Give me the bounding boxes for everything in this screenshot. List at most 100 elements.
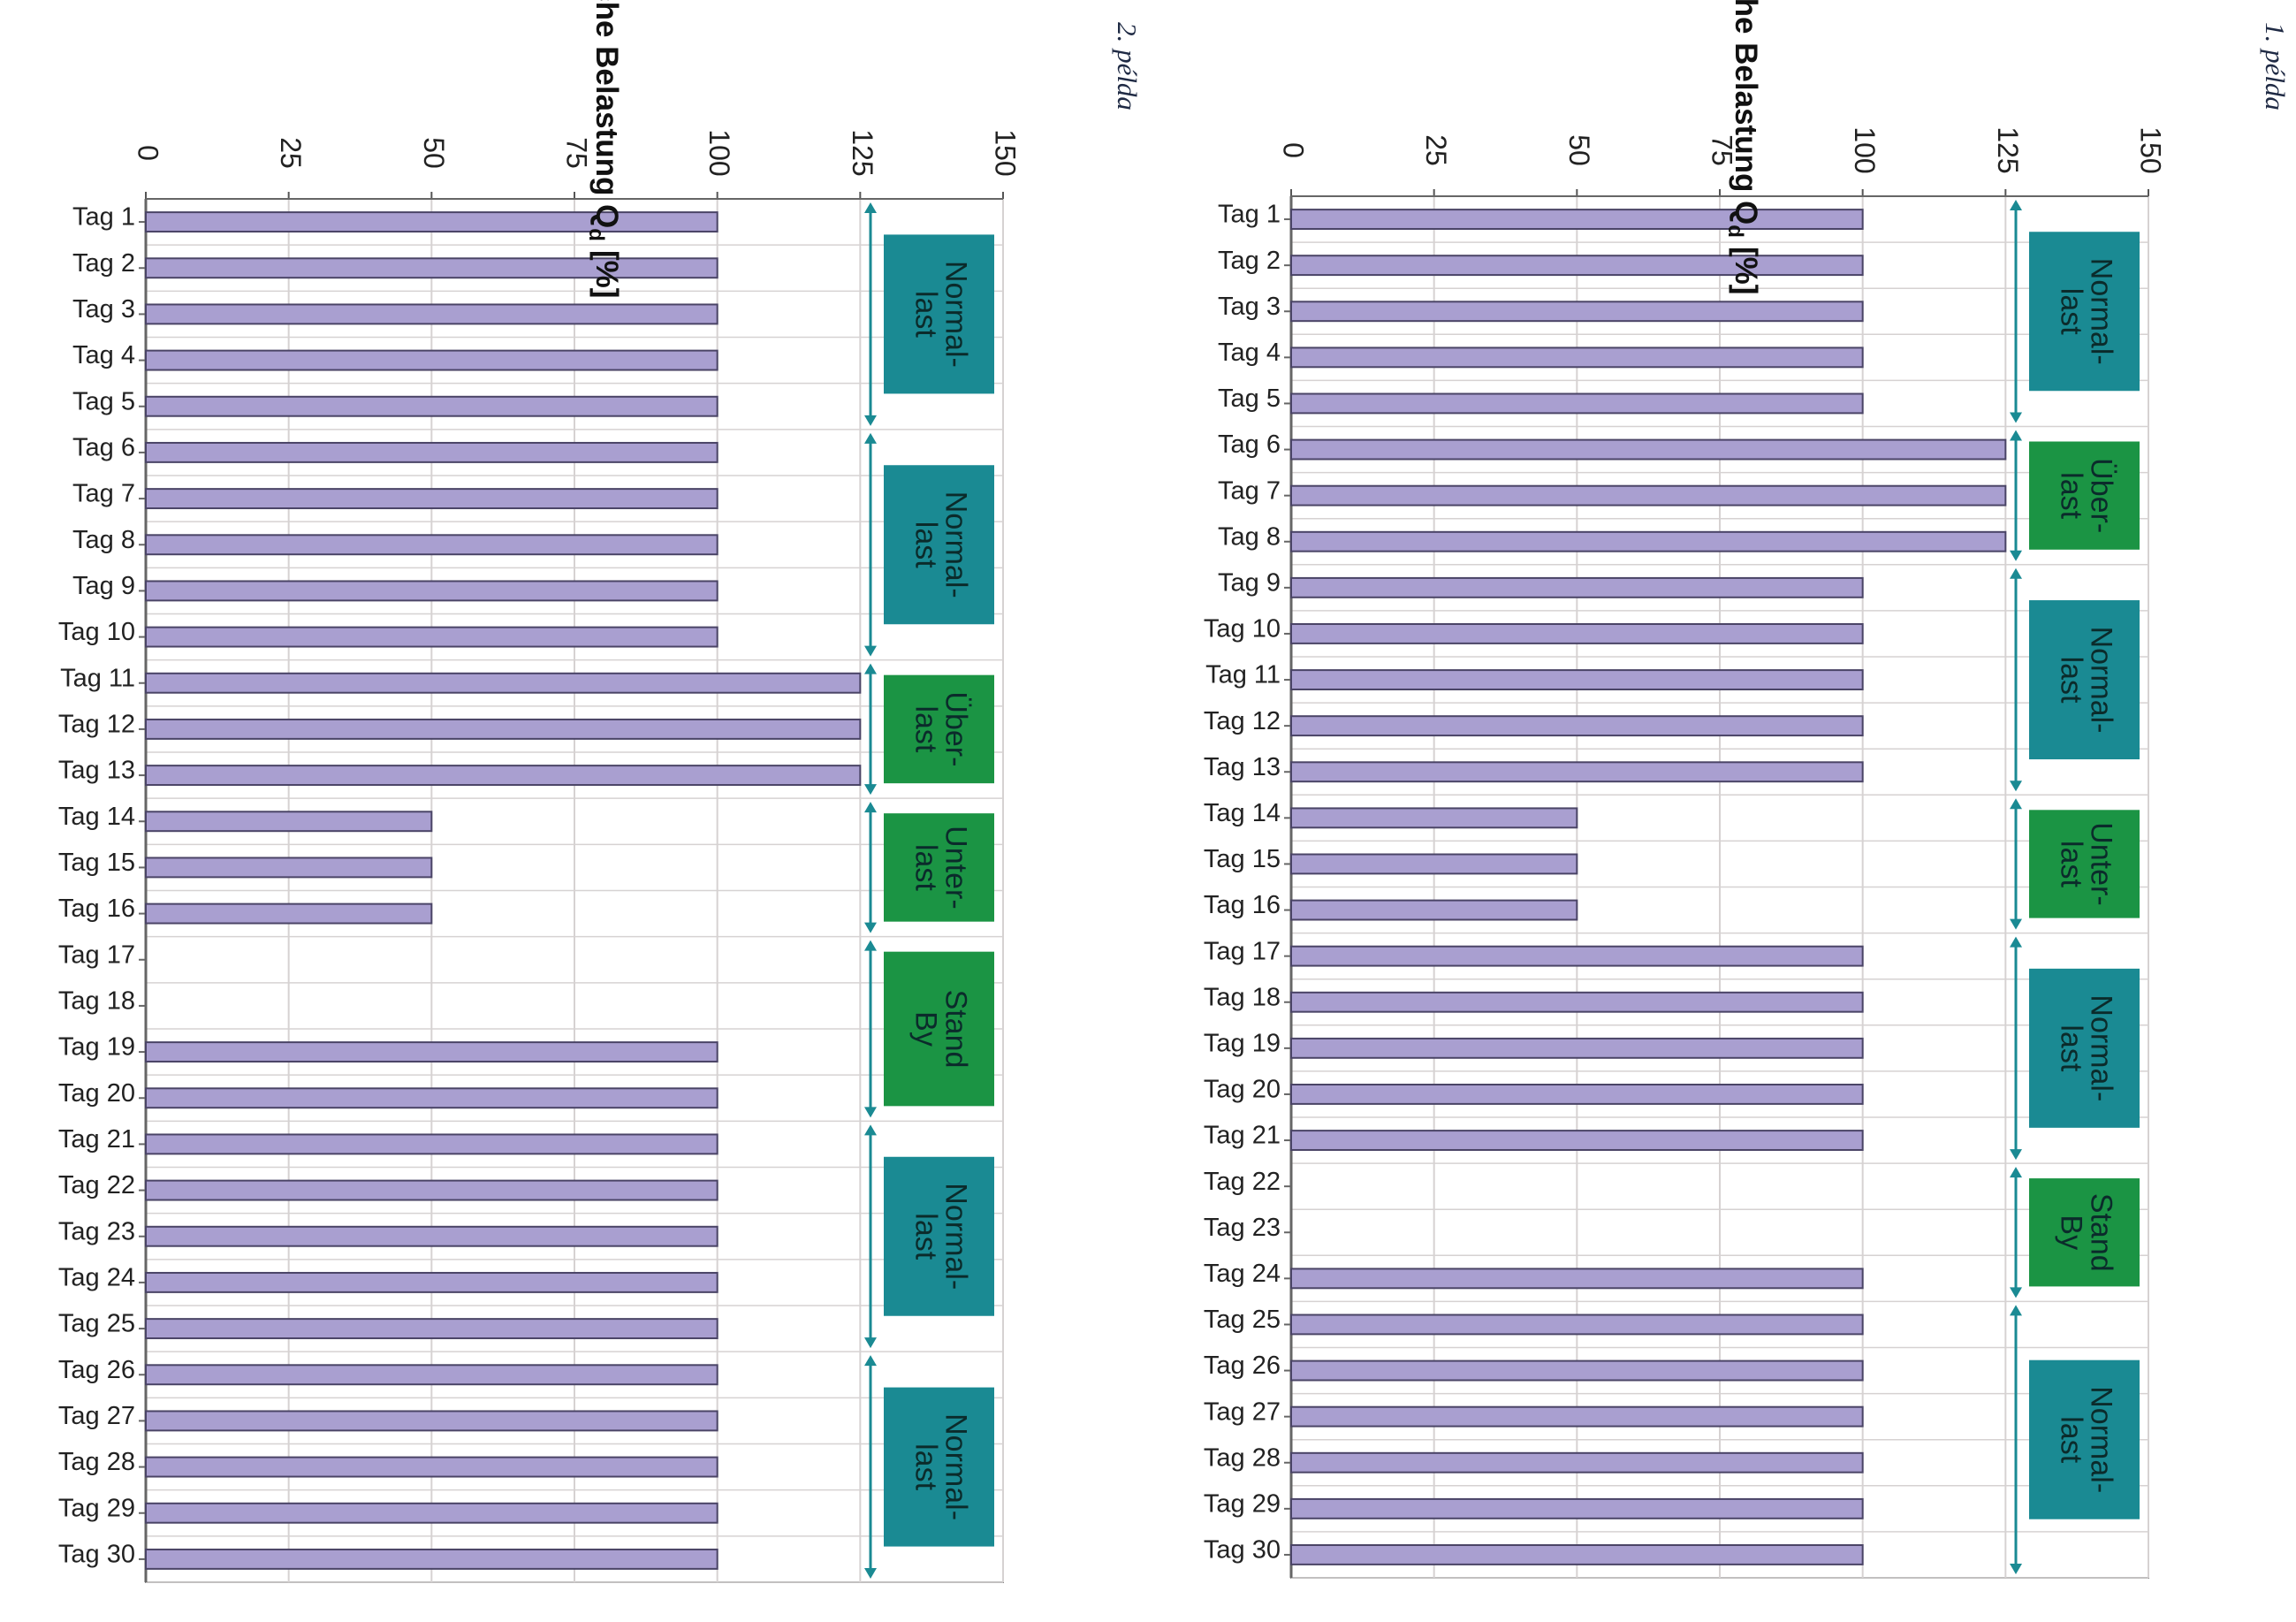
bar — [145, 672, 862, 694]
category-label: Tag 20 — [1204, 1076, 1281, 1104]
bar — [1290, 1497, 1864, 1519]
category-label: Tag 18 — [1204, 983, 1281, 1011]
category-label: Tag 14 — [1204, 799, 1281, 827]
x-tick-label: 125 — [847, 129, 878, 176]
category-label: Tag 15 — [58, 849, 135, 877]
segment-label-line: By — [2055, 1215, 2088, 1250]
category-label: Tag 3 — [72, 295, 135, 324]
category-label: Tag 8 — [1218, 522, 1281, 551]
arrow-head-down — [2010, 918, 2022, 930]
arrow-head-up — [864, 663, 877, 674]
category-label: Tag 28 — [1204, 1443, 1281, 1472]
segment-label-line: Unter- — [939, 826, 973, 909]
segment-label-box — [884, 951, 994, 1107]
example-label-text: 1. példa — [2260, 22, 2291, 110]
category-label: Tag 24 — [58, 1264, 135, 1292]
x-tick-label: 25 — [275, 137, 307, 169]
arrow-head-down — [2010, 550, 2022, 561]
category-label: Tag 30 — [58, 1541, 135, 1569]
category-label: Tag 17 — [1204, 937, 1281, 965]
category-label: Tag 30 — [1204, 1536, 1281, 1565]
segment-label-line: last — [909, 705, 943, 752]
bar-chart-example-1: 0 25 50 75 100 125 150 Tag 1 Tag 2 Tag 3 Tag 4 Tag … — [1204, 0, 2291, 1579]
segment-label-box — [884, 234, 994, 394]
category-label: Tag 11 — [60, 664, 135, 692]
bar — [145, 257, 718, 279]
category-label: Tag 4 — [1218, 339, 1281, 367]
segment-label-line: Normal- — [2085, 1386, 2118, 1493]
category-label: Tag 23 — [1204, 1214, 1281, 1242]
bar — [1290, 1451, 1864, 1474]
category-label: Tag 1 — [1218, 201, 1281, 229]
bar — [1290, 945, 1864, 967]
category-label: Tag 9 — [1218, 569, 1281, 598]
bar — [1290, 1268, 1864, 1290]
segment-label-box — [884, 1387, 994, 1547]
bar — [1290, 438, 2007, 461]
segment-label: Über-last — [2055, 458, 2118, 533]
bar — [1290, 715, 1864, 737]
segment-label-line: last — [909, 1213, 943, 1260]
arrow-head-down — [864, 1337, 877, 1349]
segment-label: Unter-last — [909, 826, 973, 909]
bar — [1290, 853, 1578, 875]
category-label: Tag 19 — [58, 1033, 135, 1062]
category-label: Tag 18 — [58, 987, 135, 1016]
category-label: Tag 29 — [1204, 1490, 1281, 1519]
bar — [145, 534, 718, 556]
category-label: Tag 27 — [1204, 1397, 1281, 1426]
category-label: Tag 27 — [58, 1402, 135, 1430]
bar — [145, 349, 718, 371]
bar — [145, 1271, 718, 1293]
segment-label: Normal-last — [909, 261, 973, 368]
bar — [145, 765, 862, 787]
bar — [1290, 1359, 1864, 1382]
segment-label-line: Normal- — [939, 1413, 973, 1520]
category-label: Tag 23 — [58, 1217, 135, 1245]
bar — [145, 626, 718, 648]
category-label: Tag 22 — [1204, 1168, 1281, 1196]
segment-label-line: Normal- — [2085, 994, 2118, 1101]
category-label: Tag 10 — [58, 618, 135, 646]
segment-label: Normal-last — [909, 1183, 973, 1290]
bar — [1290, 1130, 1864, 1151]
segment-label-box — [884, 674, 994, 784]
segment-label-line: Normal- — [2085, 258, 2118, 365]
chart-panel-example-1: 0 25 50 75 100 125 150 Tag 1 Tag 2 Tag 3 Tag 4 Tag … — [1148, 0, 2296, 1622]
bar — [145, 303, 718, 325]
category-label: Tag 20 — [58, 1079, 135, 1108]
axis-title-text: Hydraulische Belastung Qd [%] — [1723, 0, 1763, 294]
category-label: Tag 2 — [1218, 247, 1281, 275]
arrow-head-down — [2010, 1287, 2022, 1298]
segment-label-line: Stand — [939, 990, 973, 1069]
segment-label-box — [884, 465, 994, 625]
category-label: Tag 26 — [58, 1356, 135, 1384]
segment-label-box — [2029, 1359, 2140, 1519]
bar — [145, 441, 718, 463]
segment-label: Unter-last — [2055, 822, 2118, 905]
arrow-head-down — [864, 784, 877, 796]
category-label: Tag 14 — [58, 803, 135, 831]
x-tick-label: 150 — [990, 129, 1022, 176]
arrow-head-down — [864, 1107, 877, 1118]
arrow-head-down — [864, 1568, 877, 1579]
segment-label-line: Über- — [939, 691, 973, 766]
axis-title-main: Hydraulische Belastung Q — [589, 0, 624, 228]
bar-chart-example-2: 0 25 50 75 100 125 150 Tag 1 Tag 2 Tag 3 Tag 4 Tag … — [58, 0, 1143, 1583]
arrow-head-up — [2010, 200, 2022, 210]
bar — [145, 1133, 718, 1155]
category-label: Tag 4 — [72, 341, 135, 369]
bar — [145, 211, 718, 233]
bar — [1290, 1544, 1864, 1565]
segment-label: Normal-last — [909, 1413, 973, 1520]
bar — [1290, 1084, 1864, 1105]
arrow-head-up — [864, 940, 877, 951]
x-tick-label: 150 — [2135, 126, 2167, 173]
segment-label-box — [2029, 968, 2140, 1128]
bar — [145, 1548, 718, 1570]
arrow-head-up — [2010, 567, 2022, 579]
segment-label-line: Normal- — [939, 491, 973, 598]
bar — [1290, 1037, 1864, 1059]
bar — [1290, 255, 1864, 277]
bar — [1290, 899, 1578, 921]
